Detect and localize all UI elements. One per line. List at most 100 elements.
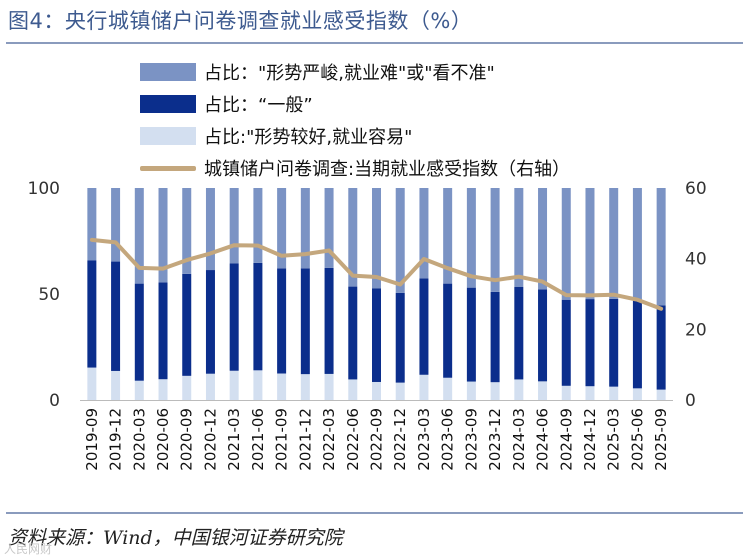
bar-easy-2020-06	[158, 379, 168, 400]
bar-general-2024-12	[585, 299, 595, 387]
bar-severe-2020-03	[134, 188, 144, 284]
x-tick-2023-09: 2023-09	[462, 408, 480, 471]
bar-severe-2019-09	[87, 188, 97, 261]
bar-general-2021-06	[253, 262, 263, 371]
bar-severe-2023-03	[419, 188, 429, 279]
bar-easy-2024-06	[538, 381, 548, 400]
source-rule	[6, 512, 743, 514]
y-right-tick-40: 40	[685, 250, 707, 270]
legend-swatch-line	[140, 165, 196, 171]
bar-general-2021-12	[300, 268, 310, 375]
bar-general-2023-09	[466, 287, 476, 382]
bar-severe-2020-06	[158, 188, 168, 283]
y-left-tick-50: 50	[38, 285, 60, 305]
bar-easy-2021-06	[253, 370, 263, 400]
x-tick-2025-03: 2025-03	[605, 408, 623, 471]
x-tick-2019-12: 2019-12	[107, 408, 125, 471]
bar-general-2024-06	[538, 289, 548, 382]
bar-easy-2024-03	[514, 379, 524, 400]
bar-severe-2019-12	[111, 188, 121, 262]
bar-severe-2025-03	[609, 188, 619, 299]
y-right-tick-0: 0	[685, 391, 696, 411]
y-right-tick-60: 60	[685, 179, 707, 199]
bar-easy-2020-03	[134, 380, 144, 400]
bar-general-2022-09	[372, 288, 381, 382]
bar-easy-2024-12	[585, 386, 595, 400]
bar-severe-2021-03	[229, 188, 239, 264]
bar-easy-2025-09	[656, 389, 666, 400]
bar-general-2021-03	[229, 263, 239, 371]
source-note: 资料来源：Wind，中国银河证券研究院	[8, 527, 343, 549]
bar-severe-2024-03	[514, 188, 524, 288]
x-tick-2019-09: 2019-09	[83, 408, 101, 471]
legend-item-easy: 占比:"形势较好,就业容易"	[140, 120, 570, 152]
bar-easy-2019-09	[87, 367, 97, 400]
bar-general-2024-03	[514, 287, 524, 380]
bar-severe-2022-09	[372, 188, 381, 289]
x-tick-2023-12: 2023-12	[486, 408, 504, 471]
legend-item-line: 城镇储户问卷调查:当期就业感受指数（右轴）	[140, 152, 570, 184]
legend-swatch-general	[140, 95, 196, 113]
x-tick-2025-09: 2025-09	[652, 408, 670, 471]
bar-general-2025-09	[656, 305, 666, 390]
watermark: 人民网财	[4, 542, 53, 556]
legend-swatch-easy	[140, 127, 196, 145]
x-tick-2023-06: 2023-06	[439, 408, 457, 471]
bar-severe-2024-12	[585, 188, 595, 300]
bar-severe-2023-09	[466, 188, 476, 288]
bar-severe-2021-12	[300, 188, 310, 269]
bar-general-2020-03	[134, 283, 144, 381]
bar-easy-2022-12	[395, 382, 405, 400]
x-tick-2022-09: 2022-09	[368, 408, 386, 471]
bar-general-2020-06	[158, 282, 168, 380]
title-rule	[6, 42, 743, 44]
bar-general-2025-03	[609, 298, 619, 387]
bar-general-2023-12	[490, 291, 500, 383]
legend-item-severe: 占比："形势严峻,就业难"或"看不准"	[140, 56, 570, 88]
chart-legend: 占比："形势严峻,就业难"或"看不准" 占比：“一般” 占比:"形势较好,就业容…	[140, 56, 570, 184]
figure-title: 图4：央行城镇储户问卷调查就业感受指数（%）	[8, 9, 473, 33]
employment-index-line	[89, 237, 664, 311]
bar-easy-2025-03	[609, 386, 619, 400]
bar-easy-2019-12	[111, 370, 121, 400]
bar-severe-2020-12	[205, 188, 215, 271]
bar-general-2021-09	[277, 268, 287, 374]
bar-easy-2023-06	[443, 377, 453, 400]
x-tick-2020-09: 2020-09	[178, 408, 196, 471]
legend-swatch-severe	[140, 63, 196, 81]
bar-easy-2021-12	[300, 374, 310, 400]
y-left-tick-100: 100	[28, 179, 60, 199]
x-tick-2023-03: 2023-03	[415, 408, 433, 471]
legend-label-general: 占比：“一般”	[204, 95, 313, 116]
x-tick-2020-12: 2020-12	[201, 408, 219, 471]
bar-severe-2023-12	[490, 188, 500, 292]
x-tick-2024-03: 2024-03	[510, 408, 528, 471]
x-tick-2022-12: 2022-12	[391, 408, 409, 471]
legend-item-general: 占比：“一般”	[140, 88, 570, 120]
bar-general-2022-03	[324, 267, 334, 374]
x-tick-2021-06: 2021-06	[249, 408, 267, 471]
x-tick-2020-03: 2020-03	[130, 408, 148, 471]
bar-easy-2020-12	[205, 373, 215, 400]
bar-general-2022-12	[395, 292, 405, 383]
bar-easy-2022-09	[372, 381, 381, 400]
x-tick-2024-06: 2024-06	[534, 408, 552, 471]
bar-severe-2025-06	[632, 188, 642, 301]
x-tick-2024-12: 2024-12	[581, 408, 599, 471]
x-tick-2021-09: 2021-09	[273, 408, 291, 471]
legend-label-severe: 占比："形势严峻,就业难"或"看不准"	[204, 63, 495, 84]
bar-severe-2022-06	[348, 188, 358, 287]
bar-general-2023-06	[443, 283, 453, 378]
bar-severe-2021-06	[253, 188, 263, 263]
bar-severe-2025-09	[656, 188, 666, 306]
bar-general-2025-06	[632, 300, 642, 389]
y-right-tick-20: 20	[685, 320, 707, 340]
y-left-tick-0: 0	[49, 391, 60, 411]
bar-easy-2023-03	[419, 374, 429, 400]
x-tick-2021-12: 2021-12	[296, 408, 314, 471]
bar-easy-2022-06	[348, 379, 358, 400]
bar-easy-2023-09	[466, 381, 476, 400]
bar-general-2024-09	[561, 299, 571, 386]
bar-severe-2022-12	[395, 188, 405, 293]
bar-severe-2021-09	[277, 188, 287, 269]
